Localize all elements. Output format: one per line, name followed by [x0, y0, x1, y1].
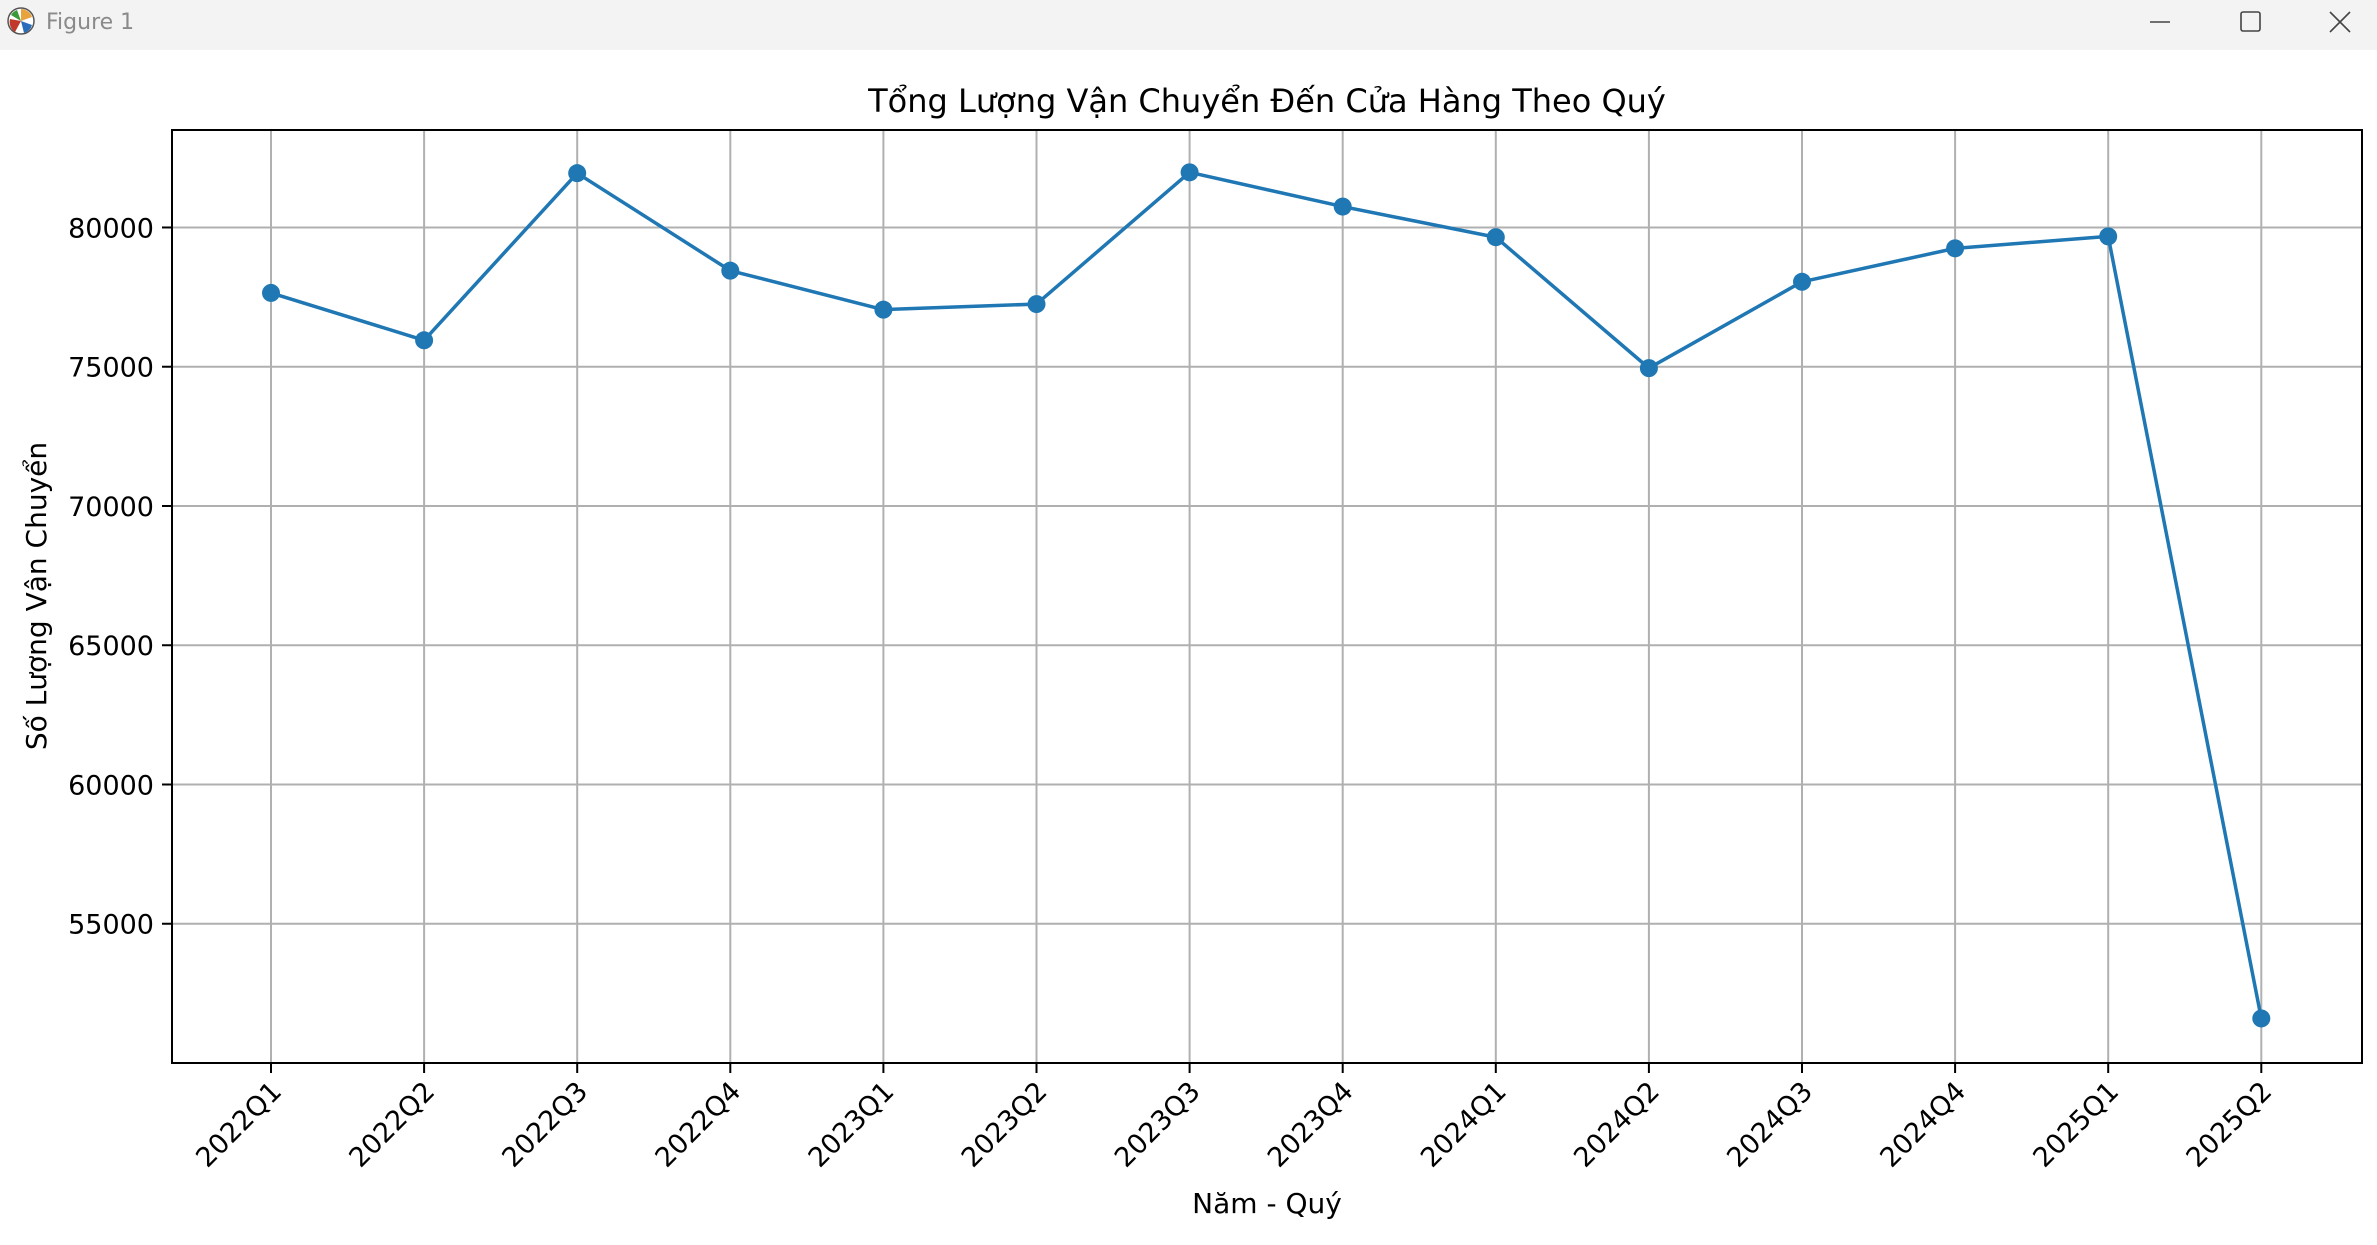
close-button[interactable]: [2295, 0, 2377, 46]
window-title: Figure 1: [46, 10, 135, 35]
y-axis: 55000 60000 65000 70000 75000 80000: [68, 213, 172, 941]
minimize-button[interactable]: [2115, 0, 2205, 46]
data-point: [2252, 1009, 2271, 1028]
window-titlebar: Figure 1: [0, 0, 2377, 50]
data-point: [568, 164, 587, 183]
x-tick-label: 2024Q3: [1721, 1076, 1819, 1174]
x-tick-label: 2024Q2: [1568, 1076, 1666, 1174]
data-point: [1027, 295, 1046, 314]
x-tick-label: 2023Q3: [1109, 1076, 1207, 1174]
x-axis: 2022Q1 2022Q2 2022Q3 2022Q4 2023Q1 2023Q2 2023…: [190, 1063, 2278, 1174]
y-tick-label: 65000: [68, 631, 154, 662]
data-point: [415, 331, 434, 350]
y-tick-label: 70000: [68, 492, 154, 523]
chart-title: Tổng Lượng Vận Chuyển Đến Cửa Hàng Theo …: [867, 82, 1666, 120]
x-tick-label: 2022Q1: [190, 1076, 288, 1174]
grid-lines: [172, 130, 2362, 1063]
data-point: [1793, 272, 1811, 291]
y-tick-label: 60000: [68, 770, 154, 801]
maximize-button[interactable]: [2205, 0, 2295, 46]
series-line: [270, 170, 2264, 1019]
data-point: [1180, 163, 1199, 182]
figure-canvas: Tổng Lượng Vận Chuyển Đến Cửa Hàng Theo …: [0, 50, 2377, 1245]
data-point: [721, 261, 740, 280]
data-point: [874, 300, 893, 319]
data-point: [262, 283, 280, 302]
data-point: [1946, 239, 1965, 258]
x-axis-label: Năm - Quý: [1192, 1187, 1342, 1220]
series-layer: [262, 163, 2271, 1028]
x-tick-label: 2023Q1: [803, 1076, 901, 1174]
x-tick-label: 2022Q4: [650, 1076, 748, 1174]
maximize-icon: [2240, 11, 2261, 32]
y-tick-label: 55000: [68, 910, 154, 941]
x-tick-label: 2022Q2: [343, 1076, 441, 1174]
x-tick-label: 2025Q2: [2181, 1076, 2279, 1174]
plot-frame: [171, 129, 2363, 1064]
y-tick-label: 75000: [68, 353, 154, 384]
matplotlib-app-icon: [6, 6, 36, 36]
x-tick-label: 2025Q1: [2027, 1076, 2125, 1174]
y-tick-label: 80000: [68, 213, 154, 244]
data-point: [1333, 197, 1352, 216]
data-point: [1486, 228, 1505, 247]
close-icon: [2329, 11, 2351, 33]
data-point: [1639, 359, 1658, 378]
x-tick-label: 2024Q1: [1415, 1076, 1513, 1174]
x-tick-label: 2023Q4: [1262, 1076, 1360, 1174]
minimize-icon: [2150, 21, 2170, 23]
x-tick-label: 2023Q2: [956, 1076, 1054, 1174]
x-tick-label: 2022Q3: [496, 1076, 594, 1174]
y-axis-label: Số Lượng Vận Chuyển: [20, 442, 53, 750]
x-tick-label: 2024Q4: [1874, 1076, 1972, 1174]
data-point: [2099, 227, 2118, 246]
line-chart: Tổng Lượng Vận Chuyển Đến Cửa Hàng Theo …: [20, 82, 2363, 1220]
